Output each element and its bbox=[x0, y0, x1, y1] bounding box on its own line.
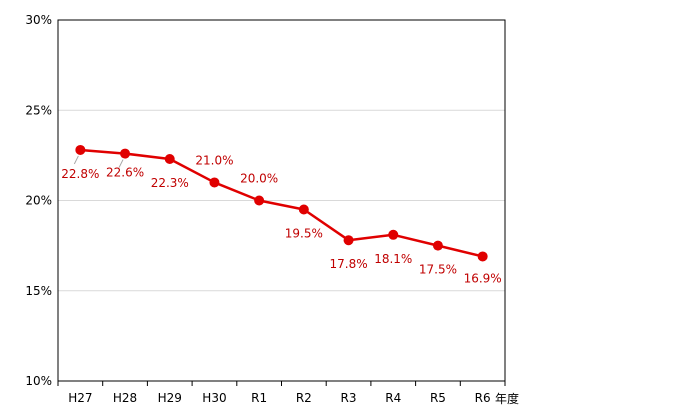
x-axis-ticks: H27 H28 H29 H30 R1 R2 R3 R4 R5 R6 bbox=[57, 381, 506, 405]
y-tick-label: 30% bbox=[25, 13, 52, 27]
data-point bbox=[209, 177, 220, 188]
data-point bbox=[343, 235, 354, 246]
y-tick-label: 20% bbox=[25, 194, 52, 208]
series-line bbox=[80, 148, 483, 258]
x-tick-label: H30 bbox=[202, 391, 226, 405]
data-label: 17.8% bbox=[329, 257, 367, 271]
data-label: 22.8% bbox=[61, 167, 99, 181]
data-labels: 22.8% 22.6% 22.3% 21.0% 20.0% 19.5% 17.8% 18.1%… bbox=[61, 153, 501, 285]
y-tick-label: 10% bbox=[25, 374, 52, 388]
x-tick-label: H27 bbox=[68, 391, 92, 405]
x-tick-label: H28 bbox=[113, 391, 137, 405]
data-point bbox=[75, 144, 86, 155]
data-label: 18.1% bbox=[374, 252, 412, 266]
data-label: 21.0% bbox=[195, 153, 233, 167]
x-tick-label: R4 bbox=[385, 391, 401, 405]
x-axis-unit-label: 年度 bbox=[495, 391, 519, 406]
data-point bbox=[120, 148, 131, 159]
data-point bbox=[164, 153, 175, 164]
y-tick-label: 15% bbox=[25, 284, 52, 298]
data-point bbox=[432, 240, 443, 251]
x-tick-label: H29 bbox=[158, 391, 182, 405]
x-tick-label: R2 bbox=[296, 391, 312, 405]
data-point bbox=[388, 229, 399, 240]
y-axis-ticks: 10% 15% 20% 25% 30% bbox=[25, 13, 52, 388]
data-label: 19.5% bbox=[285, 227, 323, 241]
data-label: 20.0% bbox=[240, 172, 278, 186]
label-leader-line bbox=[118, 159, 124, 168]
x-tick-label: R5 bbox=[430, 391, 446, 405]
y-tick-label: 25% bbox=[25, 103, 52, 117]
data-point bbox=[477, 251, 488, 262]
series-points bbox=[75, 144, 488, 262]
x-tick-label: R1 bbox=[251, 391, 267, 405]
data-point bbox=[254, 195, 265, 206]
series-line-path bbox=[80, 148, 483, 258]
x-tick-label: R3 bbox=[341, 391, 357, 405]
x-tick-label: R6 bbox=[475, 391, 491, 405]
label-leader-line bbox=[73, 155, 79, 165]
data-label: 17.5% bbox=[419, 263, 457, 277]
data-label: 22.6% bbox=[106, 166, 144, 180]
data-label: 22.3% bbox=[151, 176, 189, 190]
data-label: 16.9% bbox=[464, 271, 502, 285]
gridlines bbox=[58, 109, 505, 292]
data-point bbox=[298, 204, 309, 215]
